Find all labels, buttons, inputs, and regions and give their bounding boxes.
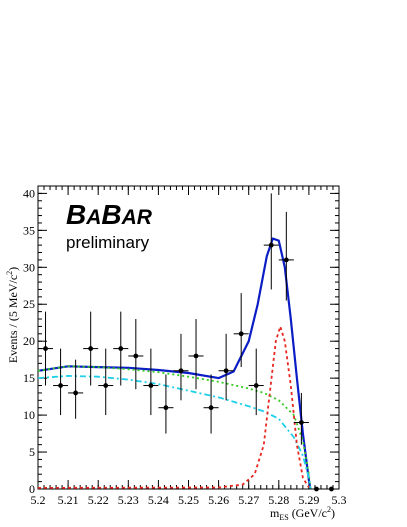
fit-curve-dashed (37, 325, 310, 489)
data-point (143, 348, 159, 416)
data-marker (223, 368, 229, 374)
x-tick-label: 5.26 (208, 493, 229, 507)
axis-ticks: 5.2 5.21 5.22 5.23 5.24 5.25 5.26 5.27 5.28 5.29 5… (23, 185, 347, 507)
data-marker (208, 405, 214, 411)
data-point (68, 359, 84, 419)
data-point (203, 374, 219, 434)
fit-curve-solid (37, 237, 312, 490)
data-point (53, 348, 69, 416)
data-marker (283, 257, 289, 263)
y-tick-label: 40 (23, 186, 35, 200)
data-marker (118, 346, 124, 351)
data-point (83, 311, 99, 386)
x-tick-label: 5.3 (332, 493, 347, 507)
data-marker (298, 420, 304, 425)
data-point (248, 348, 264, 416)
data-point (218, 333, 234, 401)
data-marker (73, 390, 79, 396)
data-marker (238, 331, 244, 337)
data-point (173, 333, 189, 401)
data-point (263, 193, 279, 290)
y-tick-label: 35 (23, 223, 35, 237)
data-point (188, 319, 204, 390)
y-tick-label: 0 (29, 482, 35, 496)
data-marker (314, 486, 319, 492)
data-point (128, 319, 144, 390)
preliminary-label: preliminary (66, 233, 150, 252)
y-tick-label: 10 (23, 408, 35, 422)
data-point (293, 392, 309, 445)
data-point (113, 311, 129, 386)
fit-curve-dashdot (37, 375, 312, 490)
data-point (38, 311, 54, 386)
data-marker (148, 383, 154, 388)
plot-frame (37, 185, 340, 490)
data-marker (58, 383, 63, 388)
x-axis-title: mES (GeV/c2) (270, 505, 335, 522)
data-marker (103, 383, 109, 388)
babar-logo: BABAR (66, 199, 153, 230)
data-point (323, 486, 339, 492)
x-tick-label: 5.25 (178, 493, 199, 507)
data-point (308, 486, 324, 492)
data-point (98, 348, 114, 416)
data-point (158, 374, 174, 434)
fit-curve-dotted (37, 365, 312, 490)
x-tick-label: 5.27 (238, 493, 259, 507)
fit-curves (37, 237, 312, 490)
x-tick-label: 5.21 (58, 493, 79, 507)
data-point (278, 211, 294, 301)
x-tick-label: 5.24 (148, 493, 169, 507)
data-marker (268, 242, 274, 248)
x-tick-label: 5.2 (31, 493, 46, 507)
data-marker (43, 346, 48, 351)
data-marker (163, 405, 169, 411)
data-marker (253, 383, 259, 388)
data-points (38, 193, 339, 492)
data-marker (178, 368, 184, 374)
y-tick-label: 20 (23, 334, 35, 348)
x-tick-label: 5.23 (118, 493, 139, 507)
y-axis-title: Events / (5 MeV/c2) (5, 267, 20, 363)
y-tick-label: 15 (23, 371, 35, 385)
data-marker (193, 353, 199, 359)
data-marker (329, 486, 334, 492)
y-tick-label: 30 (23, 260, 35, 274)
data-point (233, 293, 249, 368)
data-marker (133, 353, 139, 359)
y-tick-label: 5 (29, 445, 35, 459)
x-tick-label: 5.28 (268, 493, 289, 507)
x-tick-label: 5.29 (298, 493, 319, 507)
data-marker (88, 346, 94, 351)
y-tick-label: 25 (23, 297, 35, 311)
x-tick-label: 5.22 (88, 493, 109, 507)
